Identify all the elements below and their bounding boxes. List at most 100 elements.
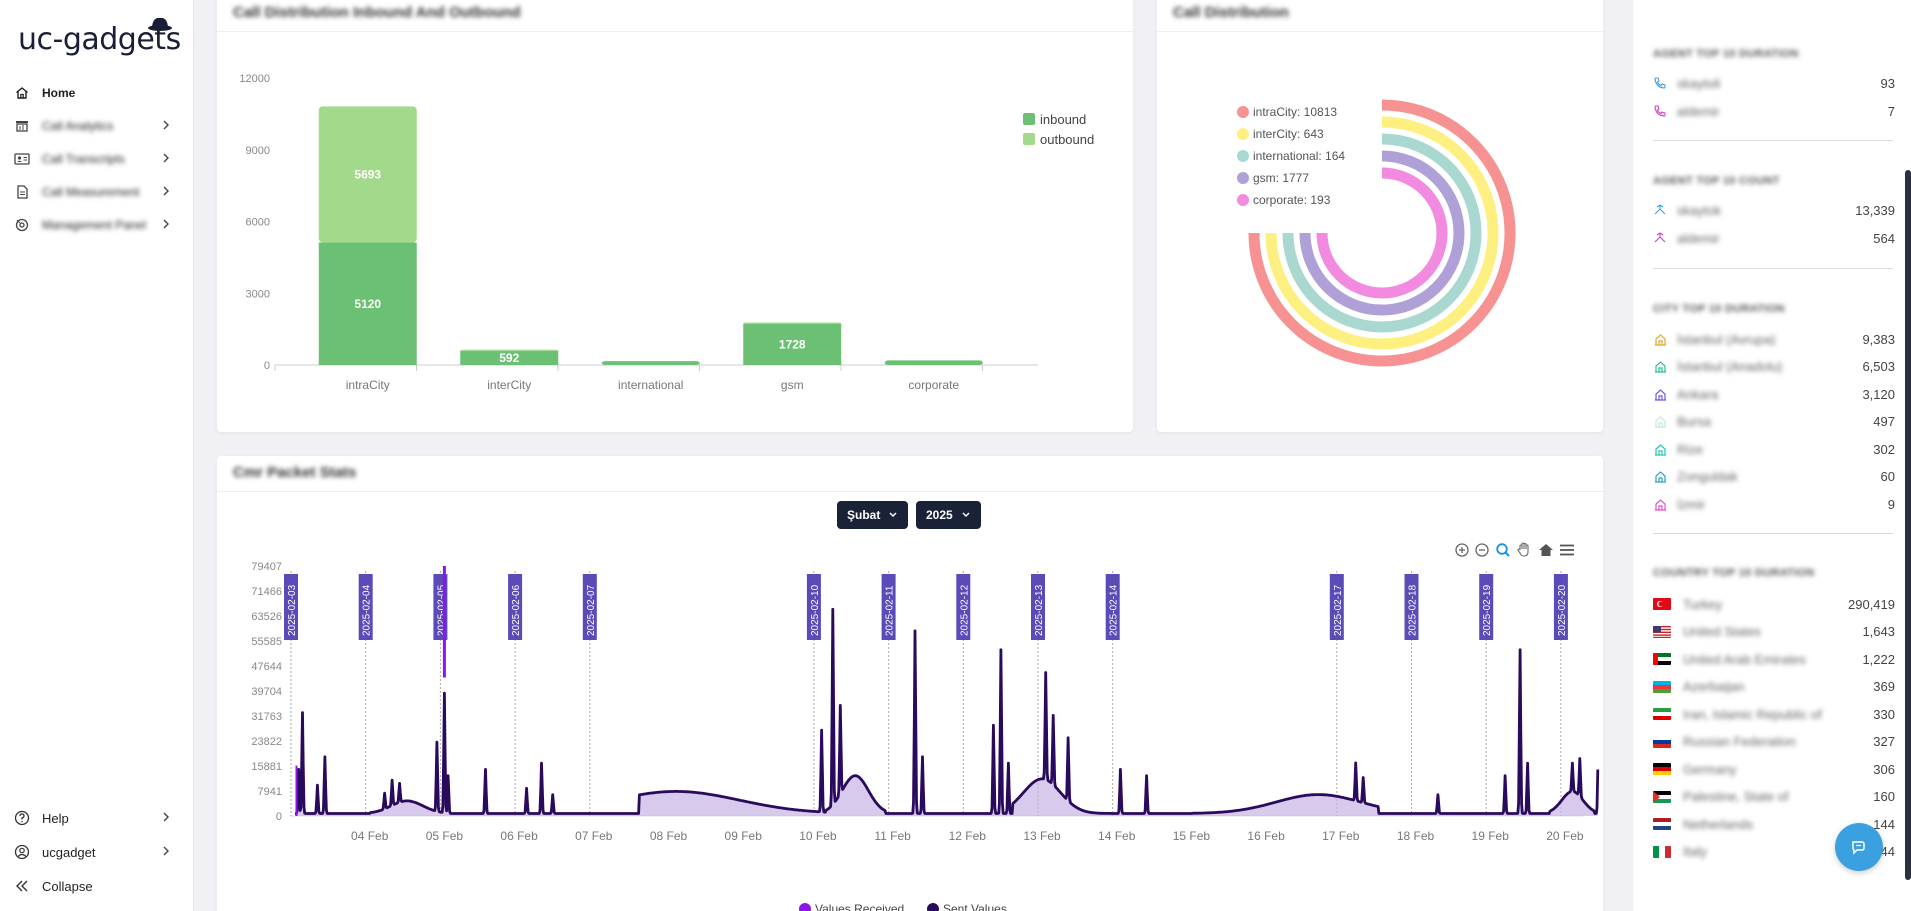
y-tick-label: 3000 (246, 288, 270, 300)
bar-outbound-intraCity (318, 106, 417, 243)
country-list-item: Azerbaijan 369 (1653, 677, 1895, 697)
y-tick-label: 23822 (251, 736, 282, 748)
zoom-in-icon[interactable] (1453, 541, 1471, 559)
double-chevron-left-icon (14, 878, 30, 894)
legend-marker (799, 903, 811, 911)
sidebar-item-home[interactable]: Home (0, 76, 194, 109)
agent-name: skaytok (1677, 202, 1722, 218)
legend-marker (1237, 172, 1249, 184)
card-divider (217, 31, 1133, 32)
annotation-label-bg (1553, 574, 1568, 640)
main-nav: Home Call Analytics Call Transcripts Cal… (0, 76, 194, 241)
x-tick-label: 17 Feb (1322, 829, 1360, 843)
x-tick-label: gsm (781, 378, 804, 392)
document-icon (14, 184, 30, 200)
annotation-label-bg (1404, 574, 1419, 640)
agent-duration-title: AGENT TOP 10 DURATION (1653, 48, 1799, 60)
stacked-bar-chart: 0 3000 6000 9000 12000 5120 5693 intraCity 592 in… (239, 73, 1094, 392)
pan-hand-icon[interactable] (1515, 541, 1533, 559)
country-list-item: Germany 306 (1653, 759, 1895, 779)
month-select-value: Şubat (847, 508, 881, 522)
divider (1653, 533, 1893, 534)
city-name: Ankara (1677, 386, 1719, 402)
city-value: 3,120 (1862, 386, 1895, 402)
list-item: aldemir 7 (1653, 101, 1895, 121)
card-divider (1157, 31, 1603, 32)
bar-inbound-international (601, 361, 700, 365)
sidebar-item-call-transcripts[interactable]: Call Transcripts (0, 142, 194, 175)
call-split-icon (1653, 203, 1667, 217)
legend-label: international: 164 (1253, 149, 1345, 163)
chevron-right-icon (163, 120, 169, 130)
y-tick-label: 7941 (258, 786, 282, 798)
country-list-item: Turkey 290,419 (1653, 594, 1895, 614)
city-list-item: Rize 302 (1653, 439, 1895, 459)
x-tick-label: 15 Feb (1173, 829, 1211, 843)
card-divider (217, 491, 1603, 492)
x-tick-label: interCity (487, 378, 531, 392)
menu-icon[interactable] (1558, 541, 1576, 559)
bar-inbound-interCity (460, 350, 559, 365)
bar-inbound-corporate (884, 360, 983, 365)
annotation-label-bg (1479, 574, 1494, 640)
annotation-label-bg (284, 574, 298, 640)
magnifier-icon[interactable] (1494, 541, 1512, 559)
x-tick-label: 06 Feb (500, 829, 538, 843)
annotation-label: 2025-02-18 (1408, 584, 1419, 636)
chevron-right-icon (163, 186, 169, 196)
sidebar-collapse-button[interactable]: Collapse (0, 869, 194, 903)
radial-bar-intraCity (1248, 99, 1516, 367)
scrollbar-thumb[interactable] (1905, 170, 1911, 880)
data-label: 1728 (779, 337, 806, 351)
x-tick-label: 18 Feb (1397, 829, 1435, 843)
right-stats-panel: AGENT TOP 10 DURATION skaytoli 93 aldemi… (1633, 0, 1911, 911)
sidebar-item-call-analytics[interactable]: Call Analytics (0, 109, 194, 142)
annotation-label-bg (582, 574, 597, 640)
zoom-out-icon[interactable] (1473, 541, 1491, 559)
year-select[interactable]: 2025 (916, 501, 981, 529)
country-value: 330 (1873, 706, 1895, 722)
country-name: Netherlands (1683, 816, 1754, 832)
annotation-label: 2025-02-14 (1109, 584, 1120, 636)
building-icon (1653, 360, 1667, 374)
x-tick-label: 19 Feb (1472, 829, 1510, 843)
x-tick-label: 20 Feb (1546, 829, 1584, 843)
city-name: İzmir (1677, 496, 1706, 512)
home-reset-icon[interactable] (1537, 541, 1555, 559)
sidebar-item-management-panel[interactable]: Management Panel (0, 208, 194, 241)
building-icon (1653, 442, 1667, 456)
sidebar-item-help[interactable]: Help (0, 801, 194, 835)
y-tick-label: 6000 (246, 217, 270, 229)
flag-icon (1653, 680, 1671, 693)
country-duration-title: COUNTRY TOP 10 DURATION (1653, 567, 1815, 579)
legend-label: intraCity: 10813 (1253, 105, 1337, 119)
chat-button[interactable] (1835, 823, 1883, 871)
country-value: 327 (1873, 734, 1895, 749)
x-tick-label: intraCity (346, 378, 390, 392)
country-value: 160 (1873, 789, 1895, 804)
legend-label: Sent Values (943, 902, 1007, 911)
y-tick-label: 0 (264, 360, 270, 372)
legend-marker (1237, 106, 1249, 118)
annotation-label: 2025-02-19 (1482, 584, 1493, 636)
list-item: skaytok 13,339 (1653, 200, 1895, 220)
bar-inbound-intraCity (318, 242, 417, 365)
sidebar-item-label: Management Panel (42, 217, 147, 232)
sidebar-item-call-measurement[interactable]: Call Measurement (0, 175, 194, 208)
sidebar-item-user[interactable]: ucgadget (0, 835, 194, 869)
list-item: aldemir 564 (1653, 228, 1895, 248)
country-name: United Arab Emirates (1683, 651, 1806, 667)
agent-name: aldemir (1677, 103, 1720, 119)
call-distribution-radial-card: Call Distribution intraCity: 10813 interC… (1157, 0, 1603, 432)
y-tick-label: 79407 (251, 561, 282, 573)
received-area (295, 609, 1598, 816)
settings-icon (14, 217, 30, 233)
country-value: 369 (1873, 679, 1895, 694)
legend-marker (1237, 128, 1249, 140)
x-tick-label: 16 Feb (1247, 829, 1285, 843)
chevron-down-icon (962, 512, 970, 518)
month-select[interactable]: Şubat (837, 501, 909, 529)
annotation-label: 2025-02-06 (511, 584, 522, 636)
sent-values-line (294, 607, 1600, 815)
radial-bar-interCity (1265, 116, 1499, 350)
